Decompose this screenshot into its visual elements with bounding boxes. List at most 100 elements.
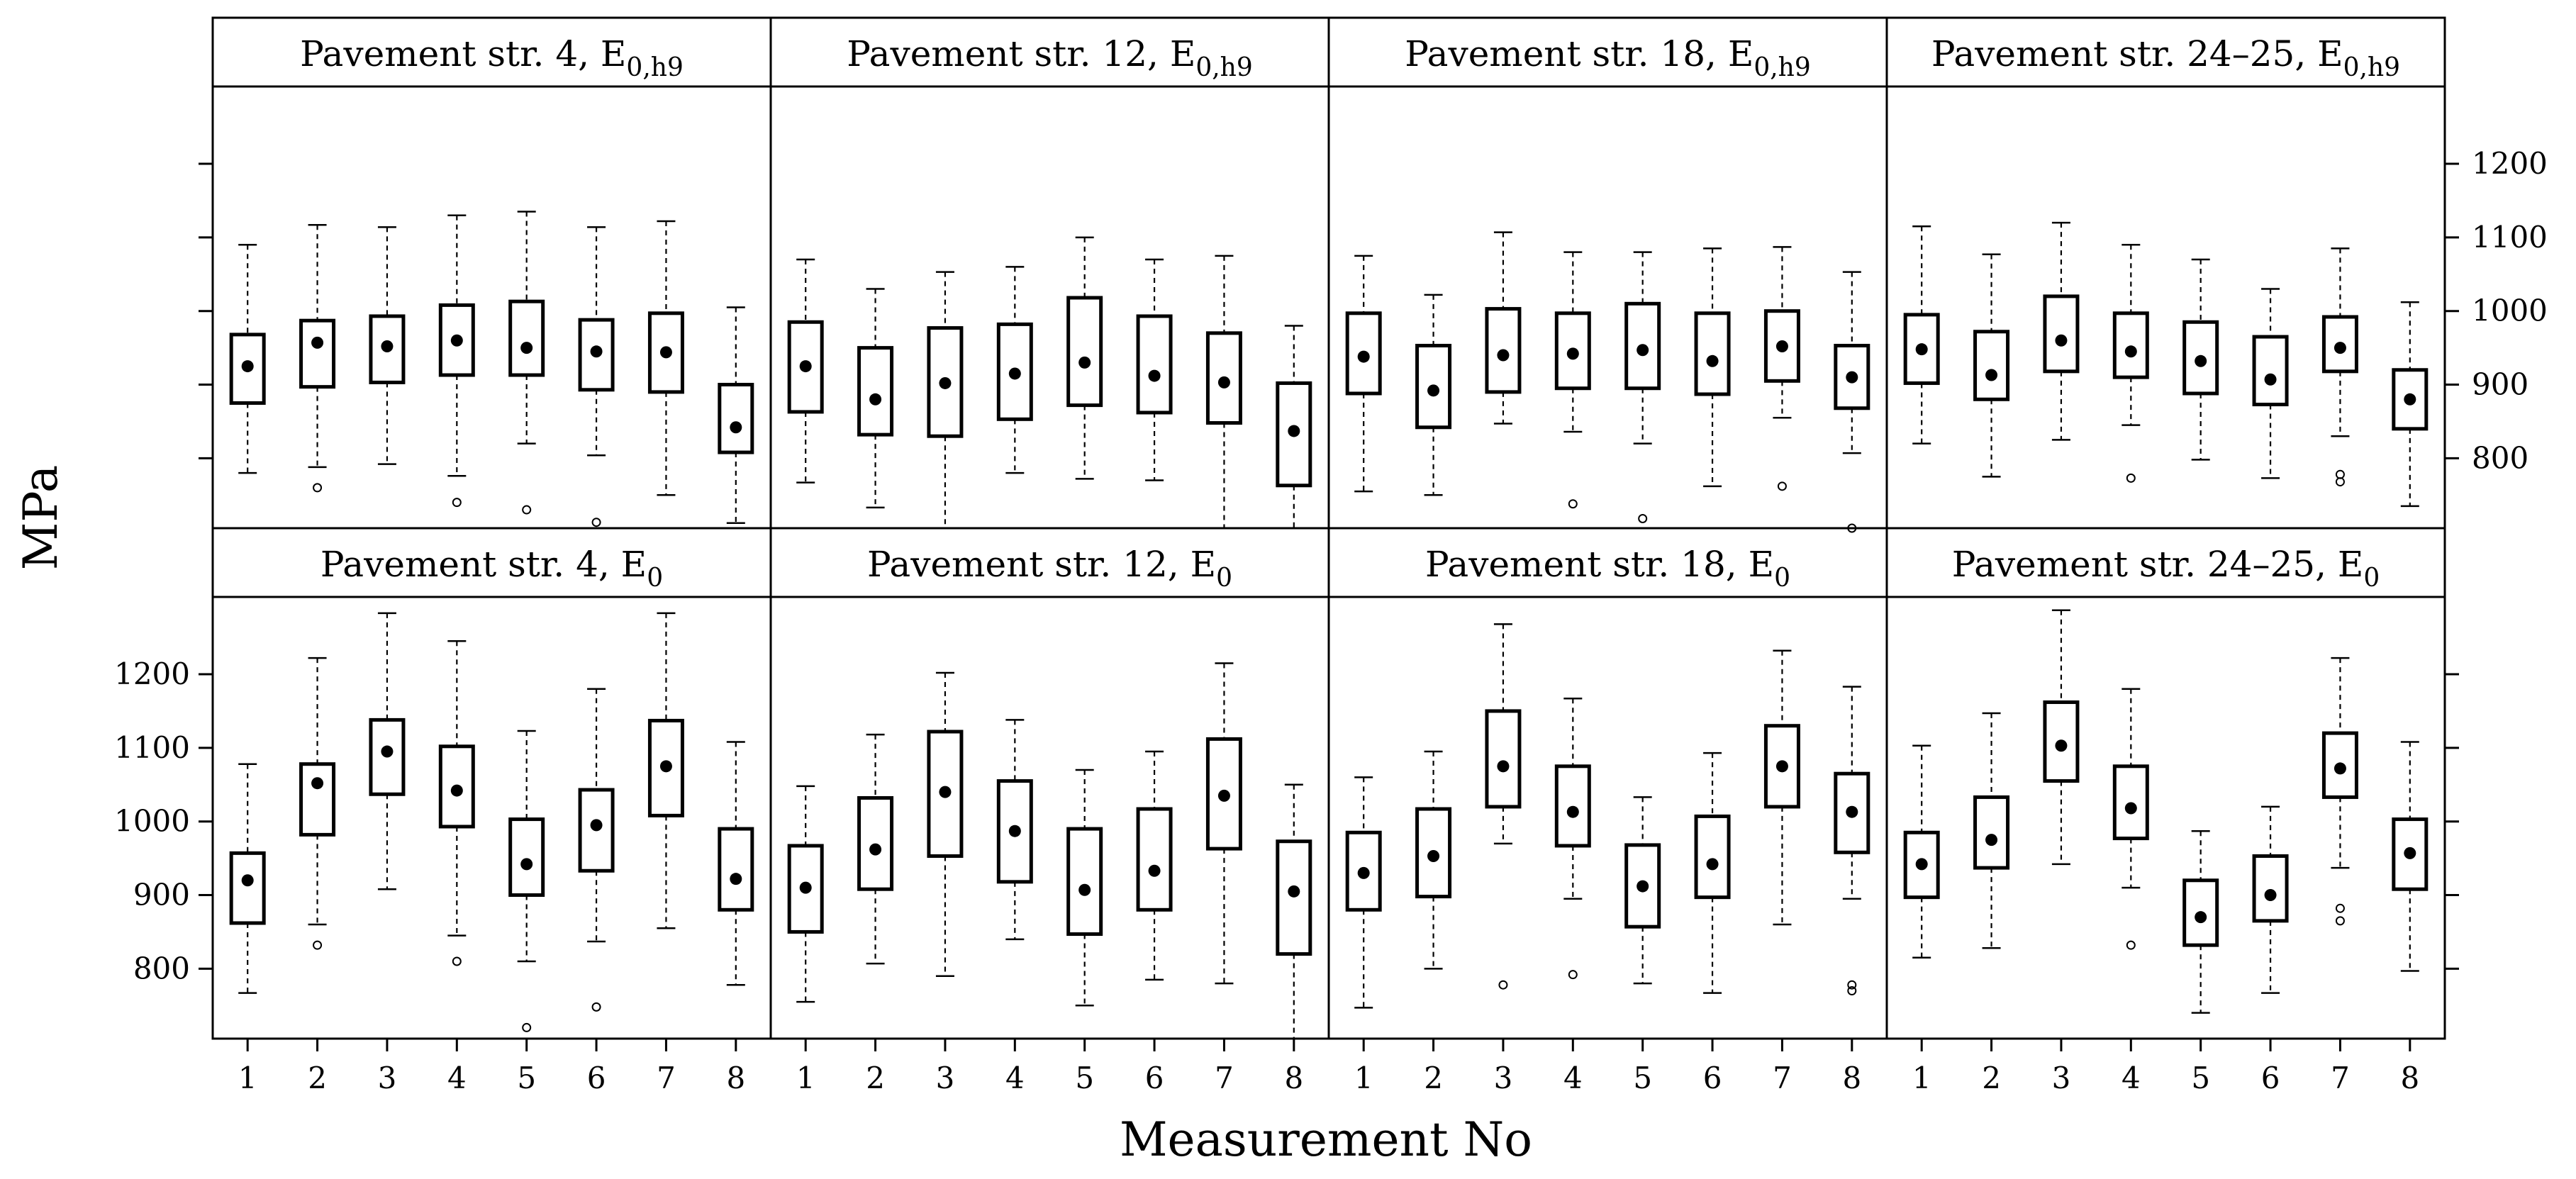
- panel-title-main: Pavement str. 4, E: [320, 544, 647, 585]
- box-7: [1205, 662, 1242, 985]
- mean-point: [1775, 760, 1788, 773]
- mean-point: [1148, 369, 1161, 382]
- panel-title-subscript: 0: [647, 564, 663, 593]
- x-tick-label: 2: [308, 1061, 327, 1095]
- box-4: [1554, 698, 1591, 980]
- mean-point: [799, 881, 812, 894]
- panel-bottom-1: Pavement str. 4, E0: [211, 527, 772, 1040]
- mean-point: [1775, 340, 1788, 353]
- x-tick-label: 1: [796, 1061, 815, 1095]
- mean-point: [450, 334, 463, 347]
- x-tick-label: 8: [2400, 1061, 2419, 1095]
- iqr-box: [299, 318, 336, 389]
- panel-title-main: Pavement str. 18, E: [1425, 544, 1774, 585]
- x-tick-label: 7: [1215, 1061, 1234, 1095]
- mean-point: [1497, 760, 1510, 773]
- mean-point: [2195, 354, 2207, 367]
- box-2: [299, 223, 336, 493]
- box-4: [438, 214, 475, 508]
- box-2: [299, 656, 336, 950]
- panel-title-main: Pavement str. 12, E: [847, 33, 1195, 74]
- iqr-box: [1694, 814, 1731, 900]
- box-4: [996, 266, 1033, 474]
- y-tick-label-bottom-left: 900: [133, 878, 190, 912]
- x-tick-label: 8: [726, 1061, 745, 1095]
- mean-point: [520, 858, 533, 871]
- x-tick-label: 2: [1982, 1061, 2001, 1095]
- panel-title-subscript: 0,h9: [2343, 53, 2400, 82]
- panel-title-main: Pavement str. 18, E: [1405, 33, 1753, 74]
- box-7: [1763, 649, 1800, 926]
- box-3: [2043, 221, 2080, 441]
- box-4: [996, 719, 1033, 941]
- outlier-point: [452, 498, 462, 508]
- mean-point: [520, 342, 533, 354]
- panel-title: Pavement str. 18, E0,h9: [1405, 33, 1811, 82]
- mean-point: [1148, 864, 1161, 877]
- y-tick-label-bottom-left: 800: [133, 951, 190, 985]
- outlier-point: [1777, 481, 1787, 491]
- iqr-box: [1973, 330, 2010, 401]
- mean-point: [381, 340, 394, 353]
- iqr-box: [1903, 313, 1940, 385]
- mean-point: [1078, 356, 1091, 369]
- iqr-box: [1485, 307, 1522, 394]
- box-7: [647, 612, 684, 929]
- mean-point: [2334, 342, 2346, 354]
- panel-plot-frame: [1885, 596, 2446, 1040]
- iqr-box: [1973, 795, 2010, 870]
- mean-point: [2195, 911, 2207, 924]
- x-tick-label: 3: [936, 1061, 955, 1095]
- mean-point: [450, 784, 463, 797]
- x-tick-label: 4: [447, 1061, 467, 1095]
- y-tick-label-top-right: 900: [2472, 367, 2528, 402]
- box-6: [2252, 288, 2289, 479]
- x-tick-label: 4: [1563, 1061, 1583, 1095]
- x-tick-label: 3: [1494, 1061, 1513, 1095]
- mean-point: [1008, 825, 1021, 837]
- mean-point: [1846, 371, 1858, 384]
- y-tick-label-top-right: 1000: [2472, 294, 2548, 328]
- box-1: [229, 243, 266, 474]
- iqr-box: [1066, 827, 1103, 937]
- panel-title: Pavement str. 4, E0,h9: [300, 33, 684, 82]
- mean-point: [1566, 347, 1579, 360]
- panel-title-main: Pavement str. 4, E: [300, 33, 626, 74]
- box-2: [1973, 712, 2010, 949]
- mean-point: [939, 376, 952, 389]
- outlier-point: [2335, 916, 2345, 926]
- box-3: [927, 671, 964, 977]
- mean-point: [1637, 344, 1649, 357]
- x-tick-label: 1: [238, 1061, 257, 1095]
- mean-point: [730, 873, 742, 885]
- mean-point: [1357, 350, 1370, 363]
- outlier-point: [1568, 499, 1578, 509]
- outlier-point: [1568, 970, 1578, 980]
- box-8: [718, 306, 754, 524]
- x-tick-label: 5: [2191, 1061, 2210, 1095]
- mean-point: [1008, 367, 1021, 380]
- box-3: [2043, 609, 2080, 866]
- panel-title-subscript: 0,h9: [1753, 53, 1810, 82]
- x-tick-label: 4: [1005, 1061, 1025, 1095]
- x-tick-label: 7: [657, 1061, 676, 1095]
- mean-point: [590, 345, 603, 358]
- iqr-box: [2043, 294, 2080, 374]
- mean-point: [2264, 889, 2277, 902]
- box-4: [1554, 251, 1591, 509]
- box-7: [2321, 247, 2358, 487]
- box-8: [1834, 686, 1870, 996]
- box-5: [2182, 258, 2219, 461]
- mean-point: [869, 393, 882, 406]
- mean-point: [1357, 866, 1370, 879]
- mean-point: [1566, 805, 1579, 818]
- box-5: [508, 211, 545, 515]
- mean-point: [1427, 849, 1440, 862]
- mean-point: [1706, 354, 1719, 367]
- panel-title: Pavement str. 4, E0: [320, 544, 663, 593]
- panel-title-subscript: 0,h9: [1195, 53, 1252, 82]
- panel-title-subscript: 0,h9: [626, 53, 683, 82]
- iqr-box: [1136, 314, 1173, 415]
- mean-point: [2404, 393, 2416, 406]
